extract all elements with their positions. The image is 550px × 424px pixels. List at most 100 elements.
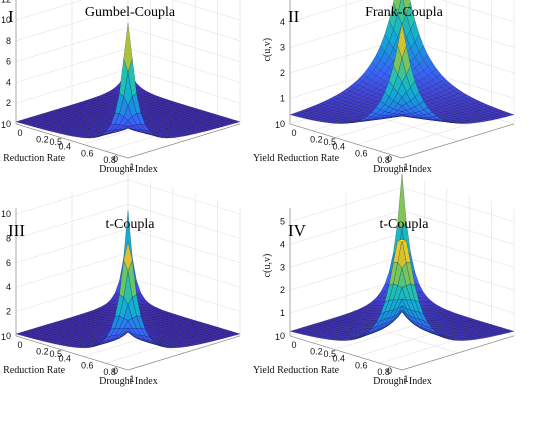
z-tick-label: 10 — [1, 209, 11, 219]
x-tick-label: 0 — [17, 340, 22, 350]
x-tick-label: 0 — [291, 340, 296, 350]
panel-title: Frank-Coupla — [365, 5, 444, 20]
x-tick-label: 0.8 — [103, 367, 116, 377]
x-tick-label: 0 — [291, 128, 296, 138]
z-gridline — [289, 0, 515, 23]
z-tick-label: 2 — [6, 307, 11, 317]
z-tick-label: 10 — [1, 15, 11, 25]
y-tick-label: 0.5 — [323, 349, 336, 359]
surface-patch — [397, 239, 407, 243]
surface — [15, 210, 241, 349]
z-tick-label: 1 — [280, 308, 285, 318]
y-tick-label: 0 — [387, 366, 392, 376]
y-tick-label: 0.5 — [323, 137, 336, 147]
y-axis-line — [401, 123, 515, 159]
z-tick-label: 12 — [1, 0, 11, 4]
surface-patch — [397, 22, 407, 59]
panel-title: Gumbel-Coupla — [85, 5, 176, 20]
z-axis-label: c(u,v) — [262, 38, 273, 62]
y-axis-line — [401, 335, 515, 371]
x-axis-line — [289, 123, 403, 159]
x-tick-label: 0.6 — [81, 148, 94, 158]
x-tick-label: 1 — [129, 162, 134, 172]
z-tick-label: 2 — [6, 98, 11, 108]
z-tick-label: 4 — [6, 77, 11, 87]
z-tick-label: 6 — [6, 57, 11, 67]
y-axis-line — [127, 123, 241, 159]
y-axis-label: Yield Reduction Rate — [0, 153, 66, 164]
x-tick-label: 0.2 — [36, 347, 49, 357]
x-axis-label: Drought Index — [373, 376, 432, 387]
panel-numeral: III — [8, 221, 25, 240]
panel-numeral: II — [288, 7, 300, 26]
z-tick-label: 1 — [280, 93, 285, 103]
x-tick-label: 0.6 — [81, 360, 94, 370]
z-tick-label: 5 — [280, 217, 285, 227]
x-tick-label: 0.4 — [59, 142, 72, 152]
surface — [289, 173, 515, 341]
y-tick-label: 1 — [1, 332, 6, 342]
z-tick-label: 2 — [280, 68, 285, 78]
z-tick-label: 4 — [6, 282, 11, 292]
x-tick-label: 0.2 — [36, 135, 49, 145]
y-tick-label: 0 — [387, 154, 392, 164]
panel-numeral: I — [8, 7, 14, 26]
z-tick-label: 3 — [280, 262, 285, 272]
panel-title: t-Coupla — [106, 217, 156, 232]
surface-patch — [123, 241, 133, 272]
x-axis-label: Drought Index — [373, 164, 432, 175]
surface-patch — [123, 22, 133, 73]
z-tick-label: 4 — [280, 239, 285, 249]
panel-title: t-Coupla — [380, 217, 430, 232]
z-tick-label: 6 — [6, 258, 11, 268]
y-tick-label: 1 — [1, 120, 6, 130]
axes — [289, 0, 515, 159]
x-axis-label: Drought Index — [99, 164, 158, 175]
x-tick-label: 0 — [17, 128, 22, 138]
axes — [15, 0, 241, 159]
y-tick-label: 1 — [275, 332, 280, 342]
y-tick-label: 0 — [113, 366, 118, 376]
z-tick-label: 3 — [280, 42, 285, 52]
x-tick-label: 0.2 — [310, 347, 323, 357]
z-tick-label: 8 — [6, 233, 11, 243]
x-tick-label: 0.6 — [355, 360, 368, 370]
x-axis-label: Drought Index — [99, 376, 158, 387]
x-axis-line — [15, 335, 129, 371]
z-tick-label: 2 — [280, 285, 285, 295]
x-tick-label: 0.4 — [59, 354, 72, 364]
z-tick-label: 8 — [6, 36, 11, 46]
y-axis-line — [127, 335, 241, 371]
z-tick-label: 4 — [280, 17, 285, 27]
x-axis-line — [15, 123, 129, 159]
surface — [15, 22, 241, 139]
y-tick-label: 0 — [113, 154, 118, 164]
z-tick-label: 0 — [280, 331, 285, 341]
z-tick-label: 0 — [6, 119, 11, 129]
y-tick-label: 0.5 — [49, 349, 62, 359]
axes — [289, 207, 515, 371]
x-tick-label: 0.8 — [377, 155, 390, 165]
panel-numeral: IV — [288, 221, 307, 240]
z-gridline — [15, 0, 241, 21]
x-tick-label: 0.8 — [103, 155, 116, 165]
y-tick-label: 0.5 — [49, 137, 62, 147]
x-tick-label: 1 — [403, 374, 408, 384]
y-tick-label: 1 — [275, 120, 280, 130]
surface — [289, 0, 515, 124]
z-tick-label: 5 — [280, 0, 285, 2]
x-tick-label: 1 — [403, 162, 408, 172]
y-axis-label: Yield Reduction Rate — [253, 153, 340, 164]
x-tick-label: 0.4 — [333, 142, 346, 152]
x-tick-label: 0.6 — [355, 148, 368, 158]
y-axis-label: Yield Reduction Rate — [0, 365, 66, 376]
y-axis-label: Yield Reduction Rate — [253, 365, 340, 376]
z-tick-label: 0 — [6, 331, 11, 341]
x-axis-line — [289, 335, 403, 371]
x-tick-label: 0.4 — [333, 354, 346, 364]
